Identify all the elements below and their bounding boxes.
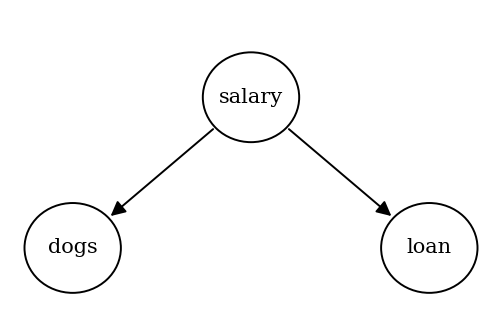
Text: loan: loan <box>406 238 451 258</box>
Text: salary: salary <box>218 88 283 107</box>
Ellipse shape <box>202 52 299 142</box>
Ellipse shape <box>25 203 121 293</box>
Ellipse shape <box>380 203 476 293</box>
Text: dogs: dogs <box>48 238 97 258</box>
